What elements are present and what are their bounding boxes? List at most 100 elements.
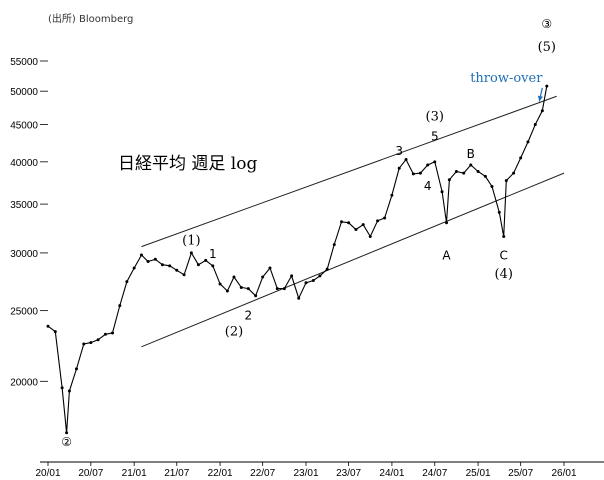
price-point	[397, 166, 401, 170]
price-point	[404, 157, 408, 161]
x-tick-label: 21/07	[164, 468, 189, 479]
x-tick-label: 23/07	[336, 468, 361, 479]
price-point	[340, 220, 344, 224]
price-point	[332, 243, 336, 247]
price-point	[254, 294, 258, 298]
price-point	[454, 169, 458, 173]
throw-over-arrowhead	[537, 95, 544, 102]
price-point	[246, 287, 250, 291]
price-point	[232, 275, 236, 279]
lower-channel-line	[141, 172, 565, 348]
y-tick-labels: 55000 50000 45000 40000 35000 30000 25000 20000	[10, 57, 38, 388]
price-point	[182, 273, 186, 277]
price-point	[204, 258, 208, 262]
price-point	[390, 193, 394, 197]
price-point	[282, 287, 286, 291]
price-point	[275, 287, 279, 291]
wave-label: (4)	[495, 267, 513, 282]
price-point	[325, 267, 329, 271]
price-point	[426, 163, 430, 167]
price-point	[445, 221, 449, 225]
price-point	[502, 234, 506, 238]
price-point	[433, 160, 437, 164]
price-point	[440, 190, 444, 194]
source-label: (出所) Bloomberg	[48, 12, 133, 25]
price-point	[196, 263, 200, 267]
price-point	[46, 324, 50, 328]
price-point	[211, 264, 215, 268]
price-point	[218, 282, 222, 286]
price-point	[153, 257, 157, 261]
price-point	[74, 367, 78, 371]
price-point	[469, 163, 473, 167]
y-tick-label: 35000	[10, 200, 38, 211]
price-point	[447, 178, 451, 182]
price-point	[311, 278, 315, 282]
price-point	[139, 253, 143, 257]
price-point	[268, 266, 272, 270]
price-point	[318, 274, 322, 278]
price-point	[118, 304, 122, 308]
price-point	[239, 285, 243, 289]
wave-label: (3)	[426, 109, 444, 124]
wave-label: ③	[541, 17, 552, 31]
price-line	[47, 86, 548, 433]
price-point	[67, 389, 71, 393]
price-point	[519, 156, 523, 160]
price-point	[347, 221, 351, 225]
price-point	[512, 171, 516, 175]
y-tick-label: 20000	[10, 377, 38, 388]
price-point	[383, 216, 387, 220]
price-point	[103, 332, 107, 336]
price-point	[168, 264, 172, 268]
trend-channel-lines	[141, 95, 565, 348]
price-point	[160, 263, 164, 267]
x-tick-label: 21/01	[122, 468, 147, 479]
wave-label: ②	[61, 435, 72, 449]
price-point	[476, 169, 480, 173]
y-tick-label: 30000	[10, 249, 38, 260]
price-point	[189, 251, 193, 255]
x-tick-label: 20/07	[78, 468, 103, 479]
x-tick-label: 25/07	[508, 468, 533, 479]
price-point	[297, 296, 301, 300]
price-point	[354, 228, 358, 232]
price-point	[290, 274, 294, 278]
x-tick-label: 20/01	[35, 468, 60, 479]
price-point	[483, 174, 487, 178]
wave-label: 5	[431, 129, 439, 143]
wave-label: throw-over	[470, 71, 543, 86]
price-point	[497, 210, 501, 214]
price-point	[89, 341, 93, 345]
y-tick-label: 55000	[10, 57, 38, 68]
price-point	[418, 171, 422, 175]
y-tick-label: 50000	[10, 87, 38, 98]
x-tick-label: 26/01	[551, 468, 576, 479]
price-point	[504, 179, 508, 183]
y-tick-label: 45000	[10, 121, 38, 132]
price-point	[376, 219, 380, 223]
price-point	[490, 185, 494, 189]
price-point	[261, 275, 265, 279]
price-point	[225, 289, 229, 293]
wave-label: 2	[245, 309, 253, 323]
x-tick-label: 23/01	[293, 468, 318, 479]
upper-channel-line	[141, 95, 557, 248]
price-point	[304, 281, 308, 285]
wave-label: (1)	[182, 234, 200, 249]
x-tick-label: 22/07	[250, 468, 275, 479]
wave-label: (2)	[225, 325, 243, 340]
price-series	[46, 84, 549, 435]
price-point	[545, 84, 549, 88]
price-point	[526, 140, 530, 144]
wave-label: B	[467, 147, 475, 161]
wave-label: (5)	[538, 40, 556, 55]
wave-label: A	[442, 248, 451, 262]
x-tick-label: 25/01	[466, 468, 491, 479]
price-point	[60, 386, 64, 390]
x-tick-label: 24/07	[422, 468, 447, 479]
x-tick-label: 22/01	[208, 468, 233, 479]
price-point	[540, 109, 544, 113]
price-point	[411, 172, 415, 176]
